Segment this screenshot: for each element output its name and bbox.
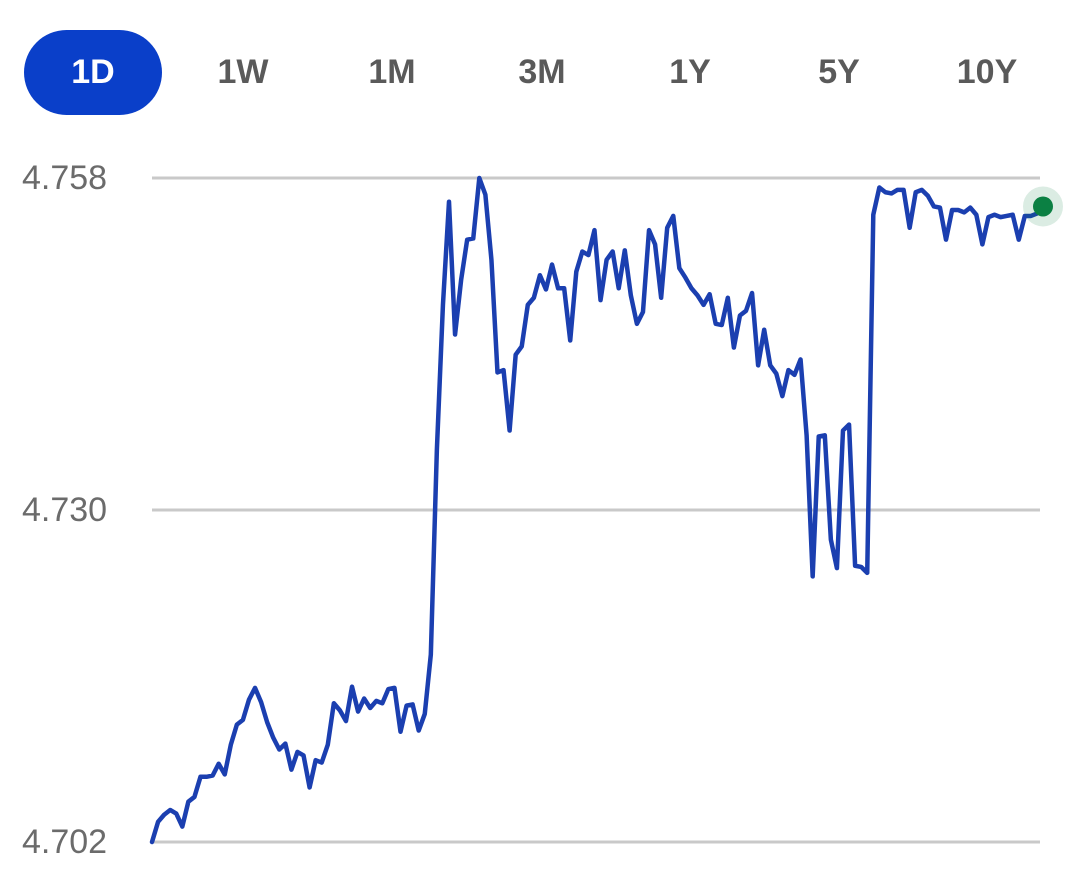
y-tick-label: 4.730: [22, 491, 107, 529]
range-tabs: 1D 1W 1M 3M 1Y 5Y 10Y: [24, 30, 1018, 115]
tab[interactable]: 10Y: [957, 53, 1018, 91]
y-tick-label: 4.758: [22, 159, 107, 197]
last-point: [1033, 196, 1053, 217]
tab[interactable]: 1D: [71, 53, 114, 91]
y-tick-label: 4.702: [22, 823, 107, 861]
price-line: [149, 175, 1046, 845]
tab[interactable]: 5Y: [818, 53, 860, 91]
tab[interactable]: 1M: [368, 53, 415, 91]
tab-active-bg[interactable]: [24, 30, 162, 115]
grid: 4.702 4.730 4.758: [22, 159, 1040, 861]
plot-area: [149, 175, 1063, 845]
tab[interactable]: 3M: [518, 53, 565, 91]
tab[interactable]: 1Y: [669, 53, 711, 91]
tab[interactable]: 1W: [218, 53, 270, 91]
